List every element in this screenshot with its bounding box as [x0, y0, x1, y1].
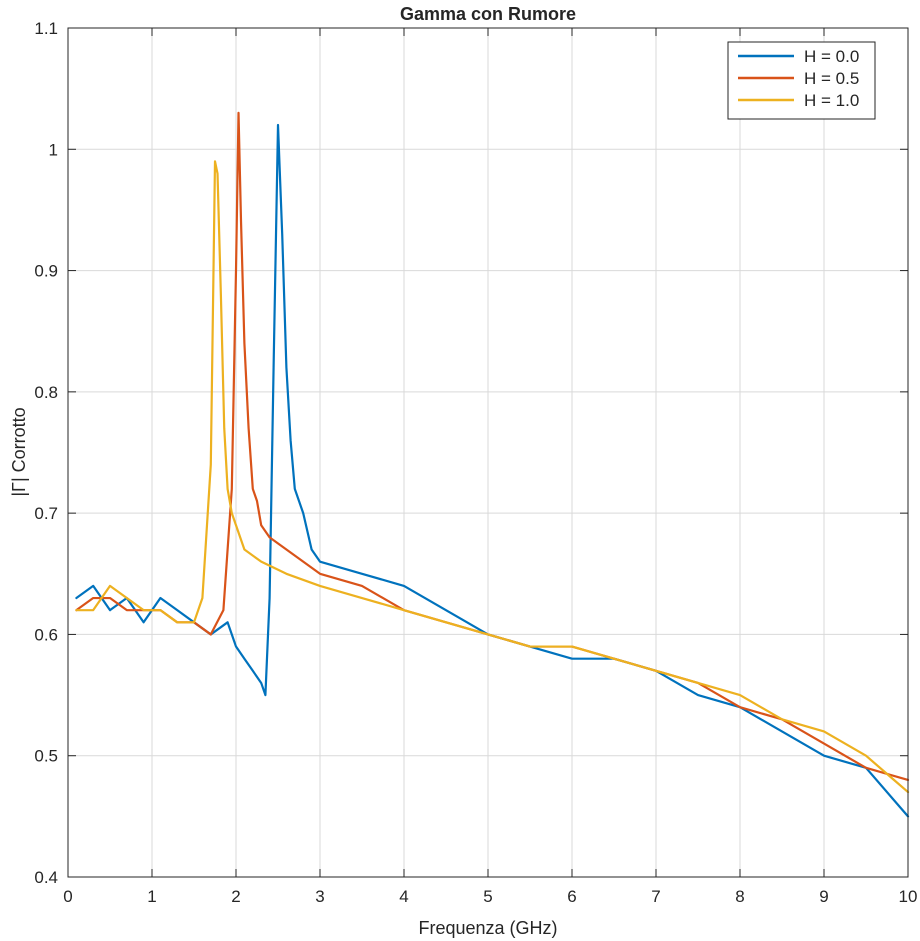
legend: H = 0.0 H = 0.5 H = 1.0 [727, 41, 876, 120]
x-tick-label-10: 10 [899, 887, 918, 906]
y-tick-label-5: 0.9 [34, 262, 58, 281]
plot-layer: 0 1 2 3 4 5 6 7 8 9 10 0.4 0.5 0.6 0.7 0.8 0.9 1 1.1 H = 0.… [34, 19, 917, 906]
x-tick-label-0: 0 [63, 887, 72, 906]
x-tick-label-5: 5 [483, 887, 492, 906]
x-tick-label-9: 9 [819, 887, 828, 906]
x-tick-label-1: 1 [147, 887, 156, 906]
y-axis-label: |Γ| Corrotto [9, 407, 29, 496]
x-axis-label: Frequenza (GHz) [418, 918, 557, 938]
y-tick-label-3: 0.7 [34, 504, 58, 523]
x-tick-label-3: 3 [315, 887, 324, 906]
legend-label-1: H = 0.5 [804, 69, 859, 88]
y-tick-label-0: 0.4 [34, 868, 58, 887]
x-tick-label-6: 6 [567, 887, 576, 906]
y-tick-label-2: 0.6 [34, 625, 58, 644]
x-tick-label-8: 8 [735, 887, 744, 906]
series-line-2 [75, 160, 910, 794]
y-tick-label-7: 1.1 [34, 19, 58, 38]
x-tick-label-2: 2 [231, 887, 240, 906]
legend-label-2: H = 1.0 [804, 91, 859, 110]
x-tick-label-7: 7 [651, 887, 660, 906]
y-tick-label-1: 0.5 [34, 747, 58, 766]
y-tick-label-4: 0.8 [34, 383, 58, 402]
chart-title: Gamma con Rumore [400, 4, 576, 24]
y-tick-label-6: 1 [49, 140, 58, 159]
x-tick-label-4: 4 [399, 887, 408, 906]
legend-label-0: H = 0.0 [804, 47, 859, 66]
